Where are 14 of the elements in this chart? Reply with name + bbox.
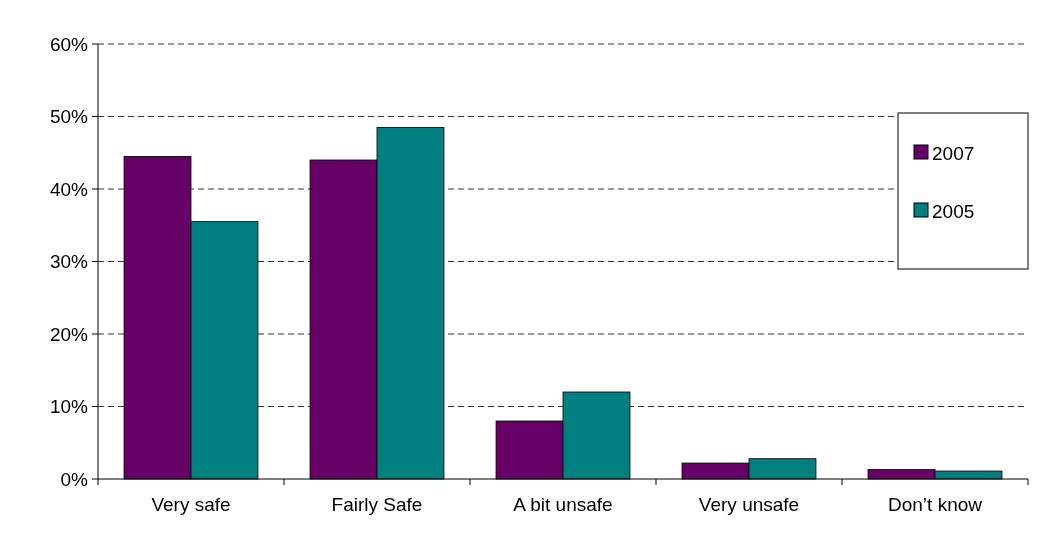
y-tick-label: 30%	[49, 251, 89, 273]
x-tick-label: Fairly Safe	[331, 494, 423, 515]
y-tick-label: 20%	[49, 323, 89, 345]
x-tick-label: Very safe	[151, 494, 231, 515]
y-tick-label: 60%	[49, 33, 89, 55]
x-tick-label: Very unsafe	[698, 494, 800, 515]
legend-label: 2007	[932, 142, 975, 164]
x-tick-label: Don’t know	[888, 494, 983, 515]
x-tick-label: A bit unsafe	[513, 494, 613, 515]
y-tick-label: 50%	[49, 106, 89, 128]
y-tick-label: 10%	[49, 396, 89, 418]
y-tick-label: 0%	[60, 468, 89, 490]
legend-label: 2005	[932, 200, 975, 222]
y-tick-label: 40%	[49, 178, 89, 200]
